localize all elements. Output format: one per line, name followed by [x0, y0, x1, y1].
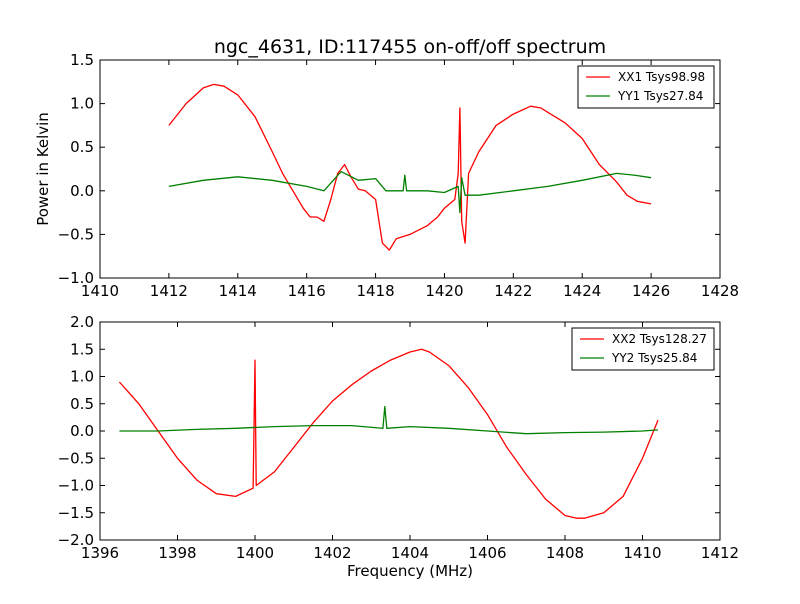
x-tick-label: 1410	[623, 544, 661, 562]
x-tick-label: 1408	[546, 544, 584, 562]
y-tick-label: 1.5	[70, 340, 94, 358]
y-tick-label: −0.5	[58, 449, 94, 467]
legend-entry: YY1 Tsys27.84	[617, 89, 703, 103]
figure-title: ngc_4631, ID:117455 on-off/off spectrum	[214, 36, 606, 58]
y-axis-label: Power in Kelvin	[34, 112, 52, 226]
series-line-2-1	[118, 348, 659, 519]
x-tick-label: 1424	[563, 282, 601, 300]
x-tick-label: 1400	[236, 544, 274, 562]
x-tick-label: 1396	[81, 544, 119, 562]
y-tick-label: −1.0	[58, 477, 94, 495]
top-panel: 1410 1412 1414 1416 1418 1420 1422 1424 1426 1428…	[34, 51, 739, 300]
y-tick-label: −1.5	[58, 504, 94, 522]
legend-box	[577, 65, 715, 109]
y-tick-label: 0.0	[70, 182, 94, 200]
y-tick-label: 2.0	[70, 313, 94, 331]
bottom-panel: 1396 1398 1400 1402 1404 1406 1408 1410 1412 −2.0…	[58, 313, 740, 580]
legend-entry: XX1 Tsys98.98	[618, 70, 705, 84]
x-tick-label: 1404	[391, 544, 429, 562]
y-tick-label: 0.0	[70, 422, 94, 440]
series-line-2-2	[119, 405, 659, 435]
legend-entry: XX2 Tsys128.27	[612, 332, 707, 346]
x-tick-label: 1428	[701, 282, 739, 300]
x-tick-label: 1402	[313, 544, 351, 562]
x-tick-label: 1406	[468, 544, 506, 562]
y-tick-label: −2.0	[58, 531, 94, 549]
legend-entry: YY2 Tsys25.84	[611, 351, 697, 365]
series-line-1-2	[168, 170, 652, 214]
y-tick-label: 1.5	[70, 51, 94, 69]
x-tick-label: 1416	[288, 282, 326, 300]
x-tick-label: 1410	[81, 282, 119, 300]
plot-frame	[99, 59, 721, 279]
legend: XX1 Tsys98.98 YY1 Tsys27.84	[577, 65, 715, 109]
y-tick-label: −1.0	[58, 269, 94, 287]
x-tick-label: 1398	[158, 544, 196, 562]
x-axis-label: Frequency (MHz)	[347, 562, 473, 580]
x-tick-label: 1420	[425, 282, 463, 300]
x-tick-label: 1418	[356, 282, 394, 300]
y-tick-label: 0.5	[70, 395, 94, 413]
y-tick-label: 1.0	[70, 368, 94, 386]
y-tick-label: 1.0	[70, 95, 94, 113]
y-tick-label: 0.5	[70, 138, 94, 156]
series-line-1-1	[168, 83, 652, 251]
x-tick-label: 1412	[701, 544, 739, 562]
x-tick-label: 1412	[150, 282, 188, 300]
x-tick-label: 1426	[632, 282, 670, 300]
x-tick-label: 1422	[494, 282, 532, 300]
y-tick-label: −0.5	[58, 225, 94, 243]
legend-box	[571, 327, 715, 371]
x-tick-label: 1414	[219, 282, 257, 300]
legend: XX2 Tsys128.27 YY2 Tsys25.84	[571, 327, 715, 371]
